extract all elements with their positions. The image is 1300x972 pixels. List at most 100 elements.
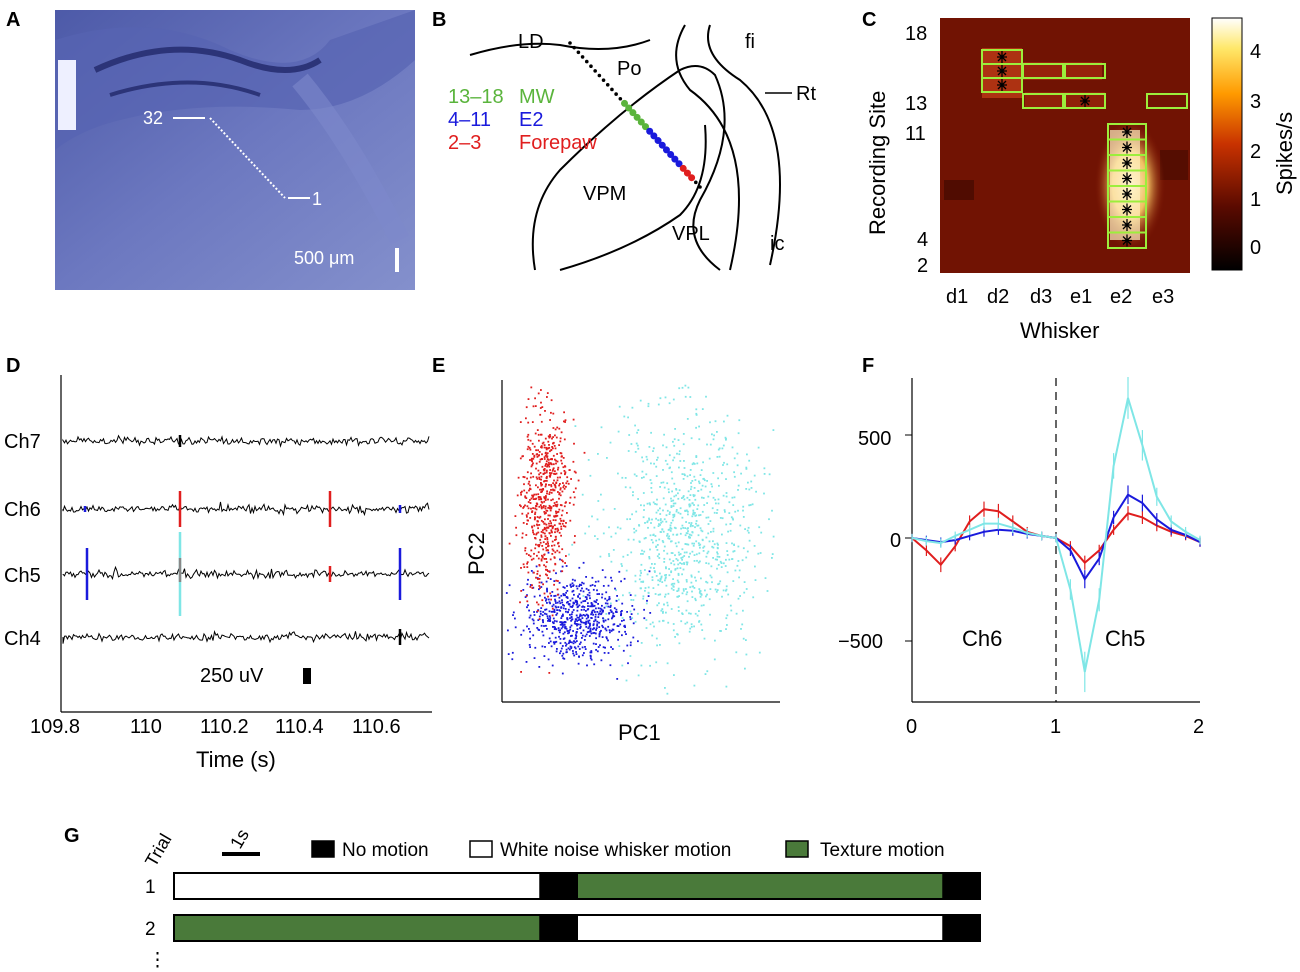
pca-point [602, 617, 604, 620]
channel-label-ch6: Ch6 [4, 499, 41, 521]
pca-point [562, 604, 564, 606]
pca-point [560, 617, 563, 619]
pca-point [552, 427, 555, 429]
pca-point [674, 636, 676, 638]
pca-point [559, 483, 561, 485]
pca-point [581, 493, 584, 496]
pca-point [678, 642, 681, 645]
pca-point [600, 493, 602, 496]
pca-point [565, 555, 567, 557]
pca-point [573, 646, 576, 649]
pca-point [529, 459, 531, 461]
pca-point [566, 630, 569, 632]
pca-point [661, 540, 664, 542]
pca-point [697, 524, 700, 527]
legend-mw-target: MW [519, 86, 555, 108]
pca-point [537, 433, 540, 436]
pca-point [563, 637, 566, 640]
pca-point [659, 572, 661, 575]
pca-point [584, 646, 586, 648]
pca-point [567, 608, 570, 611]
pca-point [736, 564, 739, 567]
pca-point [574, 471, 577, 474]
pca-point [672, 516, 675, 519]
pca-point [526, 600, 529, 603]
pca-point [750, 480, 753, 483]
pca-point [560, 647, 563, 650]
pca-point [546, 465, 548, 468]
pca-point [540, 607, 543, 609]
pca-point [507, 629, 509, 632]
pca-point [618, 570, 621, 573]
pca-point [628, 591, 631, 594]
pca-point [521, 490, 523, 493]
pca-point [733, 543, 735, 546]
pca-point [722, 444, 725, 447]
pca-point [553, 626, 556, 628]
pca-point [644, 589, 646, 592]
pca-point [678, 466, 680, 469]
pca-point [552, 489, 555, 492]
pca-point [645, 619, 648, 621]
pca-point [648, 446, 651, 448]
pca-point [545, 568, 547, 571]
pca-point [528, 489, 530, 492]
pca-point [538, 666, 541, 668]
pca-point [588, 625, 591, 628]
pca-point [728, 512, 731, 514]
probe-site [572, 45, 576, 50]
site-1-label: 1 [312, 189, 322, 209]
pca-point [535, 467, 537, 470]
pca-point [695, 412, 698, 415]
pca-point [675, 488, 677, 490]
probe-site [662, 146, 670, 154]
pca-point [572, 601, 575, 604]
pca-point [537, 493, 540, 496]
pca-point [551, 446, 553, 448]
pca-point [527, 571, 530, 574]
pca-point [610, 579, 613, 582]
pca-point [634, 580, 637, 583]
pca-point [546, 628, 548, 630]
f-xtick-0: 0 [906, 716, 917, 738]
pca-point [648, 518, 651, 521]
pca-point [676, 533, 679, 536]
pca-point [525, 497, 528, 499]
pca-point [570, 635, 572, 637]
legend-forepaw-sites: 2–3 [448, 132, 481, 154]
pca-point [547, 461, 550, 464]
pca-point [559, 504, 562, 506]
pca-point [546, 392, 549, 394]
pca-point [684, 622, 687, 625]
pca-point [682, 478, 685, 480]
pca-point [576, 620, 579, 622]
pca-point [541, 483, 543, 486]
pca-point [719, 517, 722, 519]
pca-point [657, 403, 660, 406]
pca-point [539, 541, 542, 544]
pca-point [690, 522, 693, 524]
pca-point [544, 505, 547, 508]
pca-point [560, 452, 563, 455]
pca-point [547, 447, 550, 450]
pca-point [594, 632, 597, 635]
pca-point [557, 606, 560, 608]
pca-point [695, 520, 698, 522]
pca-point [657, 509, 660, 512]
pca-point [609, 441, 612, 444]
pca-point [546, 509, 549, 512]
pca-point [670, 608, 673, 610]
pca-point [678, 450, 681, 453]
pca-point [527, 421, 530, 424]
pca-point [525, 595, 528, 597]
pca-point [629, 644, 632, 647]
pca-point [634, 574, 637, 577]
pca-point [587, 620, 589, 623]
pca-point [660, 481, 663, 484]
pca-point [610, 535, 613, 538]
pca-point [548, 444, 550, 446]
pca-point [688, 555, 690, 558]
pca-point [537, 544, 539, 546]
pca-point [547, 620, 549, 622]
pca-point [724, 436, 727, 439]
